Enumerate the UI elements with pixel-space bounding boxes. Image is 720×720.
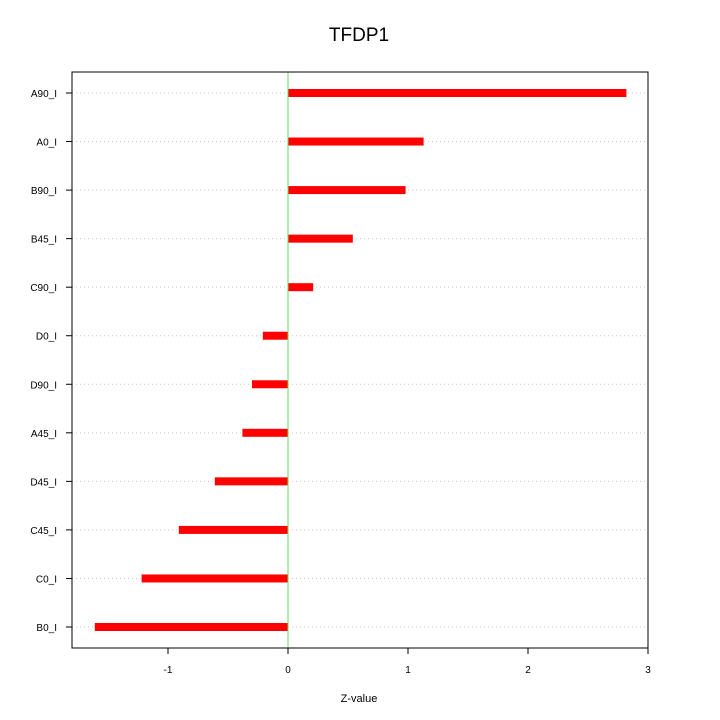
bar-B90_I xyxy=(288,186,406,195)
bar-B45_I xyxy=(288,234,353,243)
bars xyxy=(94,89,627,631)
y-tick-label: B90_I xyxy=(31,186,57,197)
y-tick-label: D0_I xyxy=(36,332,57,343)
bar-D45_I xyxy=(214,477,288,486)
y-tick-label: B45_I xyxy=(31,235,57,246)
y-tick-label: B0_I xyxy=(36,623,57,634)
x-tick-label: 3 xyxy=(645,665,651,676)
grid-lines xyxy=(72,92,648,628)
y-axis: A90_I A0_I B90_I B45_I C90_I D0_I D90_I A45_I D4… xyxy=(30,89,72,634)
y-tick-label: A45_I xyxy=(31,429,57,440)
x-tick-label: 0 xyxy=(285,665,291,676)
bar-D90_I xyxy=(252,380,288,389)
chart-title: TFDP1 xyxy=(329,25,389,46)
y-tick-label: C45_I xyxy=(30,526,57,537)
x-tick-label: -1 xyxy=(164,665,173,676)
y-tick-label: A0_I xyxy=(36,138,57,149)
bar-A45_I xyxy=(242,428,288,437)
bar-C90_I xyxy=(288,283,314,292)
y-tick-label: D90_I xyxy=(30,380,57,391)
x-tick-label: 2 xyxy=(525,665,531,676)
y-tick-label: D45_I xyxy=(30,477,57,488)
bar-C0_I xyxy=(141,574,288,583)
y-tick-label: C0_I xyxy=(36,574,57,585)
x-tick-label: 1 xyxy=(405,665,411,676)
x-axis: -1 0 1 2 3 xyxy=(164,648,651,676)
bar-B0_I xyxy=(94,623,288,631)
bar-A0_I xyxy=(288,137,424,146)
bar-C45_I xyxy=(178,525,288,534)
y-tick-label: A90_I xyxy=(31,89,57,100)
y-tick-label: C90_I xyxy=(30,283,57,294)
plot-frame xyxy=(71,71,649,649)
x-axis-label: Z-value xyxy=(341,693,378,705)
bar-A90_I xyxy=(288,89,627,97)
bar-D0_I xyxy=(262,331,288,340)
